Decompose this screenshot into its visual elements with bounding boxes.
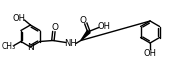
Text: NH: NH <box>65 39 77 48</box>
Text: OH: OH <box>144 48 157 57</box>
Text: OH: OH <box>13 13 26 22</box>
Text: CH₃: CH₃ <box>2 42 16 51</box>
Text: O: O <box>79 16 86 25</box>
Text: N: N <box>27 42 34 52</box>
Text: OH: OH <box>97 22 110 31</box>
Polygon shape <box>81 30 90 40</box>
Text: O: O <box>51 23 58 32</box>
